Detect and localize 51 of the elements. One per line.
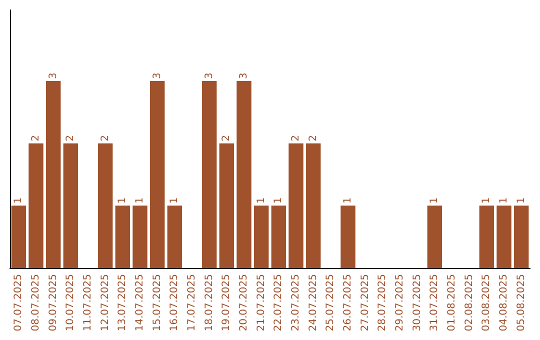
data-label: 3 bbox=[48, 72, 59, 80]
data-label: 3 bbox=[152, 72, 163, 80]
x-tick-label: 10.07.2025 bbox=[65, 274, 76, 332]
x-tick-label: 05.08.2025 bbox=[516, 274, 527, 332]
x-tick-label: 27.07.2025 bbox=[360, 274, 371, 332]
x-tick-label: 07.07.2025 bbox=[13, 274, 24, 332]
data-label: 1 bbox=[256, 197, 267, 204]
x-tick-label: 15.07.2025 bbox=[152, 274, 163, 332]
data-label: 1 bbox=[13, 197, 24, 204]
x-tick-label: 24.07.2025 bbox=[308, 274, 319, 332]
x-tick-label: 26.07.2025 bbox=[342, 274, 354, 332]
x-tick-label: 23.07.2025 bbox=[290, 274, 302, 332]
x-tick-label: 02.08.2025 bbox=[464, 274, 475, 332]
data-label: 2 bbox=[308, 134, 319, 142]
data-label: 1 bbox=[429, 197, 440, 204]
x-tick-label: 03.08.2025 bbox=[481, 274, 492, 332]
x-tick-label: 16.07.2025 bbox=[169, 274, 180, 332]
x-tick-label: 17.07.2025 bbox=[186, 274, 198, 332]
data-label: 2 bbox=[30, 134, 42, 142]
data-label: 2 bbox=[221, 134, 232, 142]
data-label: 3 bbox=[238, 72, 250, 80]
data-label: 1 bbox=[273, 197, 284, 204]
x-tick-label: 28.07.2025 bbox=[377, 274, 388, 332]
x-tick-label: 19.07.2025 bbox=[221, 274, 232, 332]
x-tick-label: 09.07.2025 bbox=[48, 274, 59, 332]
x-tick-label: 29.07.2025 bbox=[394, 274, 406, 332]
data-label: 1 bbox=[481, 197, 492, 204]
x-tick-label: 12.07.2025 bbox=[100, 274, 111, 332]
data-label: 1 bbox=[498, 197, 510, 204]
x-tick-label: 11.07.2025 bbox=[82, 274, 94, 332]
x-tick-label: 04.08.2025 bbox=[498, 274, 510, 332]
x-tick-label: 30.07.2025 bbox=[412, 274, 423, 332]
x-tick-label: 08.07.2025 bbox=[30, 274, 42, 332]
data-label: 2 bbox=[65, 134, 76, 142]
data-label: 1 bbox=[342, 197, 354, 204]
x-tick-label: 13.07.2025 bbox=[117, 274, 128, 332]
x-tick-label: 01.08.2025 bbox=[446, 274, 458, 332]
data-label: 3 bbox=[204, 72, 215, 80]
x-tick-label: 20.07.2025 bbox=[238, 274, 250, 332]
x-tick-label: 18.07.2025 bbox=[204, 274, 215, 332]
data-label: 1 bbox=[169, 197, 180, 204]
x-tick-label: 31.07.2025 bbox=[429, 274, 440, 332]
x-tick-label: 14.07.2025 bbox=[134, 274, 146, 332]
data-label: 1 bbox=[117, 197, 128, 204]
data-label: 2 bbox=[100, 134, 111, 142]
data-label: 1 bbox=[134, 197, 146, 204]
x-tick-label: 22.07.2025 bbox=[273, 274, 284, 332]
x-tick-label: 21.07.2025 bbox=[256, 274, 267, 332]
data-label: 1 bbox=[516, 197, 527, 204]
x-tick-label: 25.07.2025 bbox=[325, 274, 336, 332]
data-label: 2 bbox=[290, 134, 302, 142]
